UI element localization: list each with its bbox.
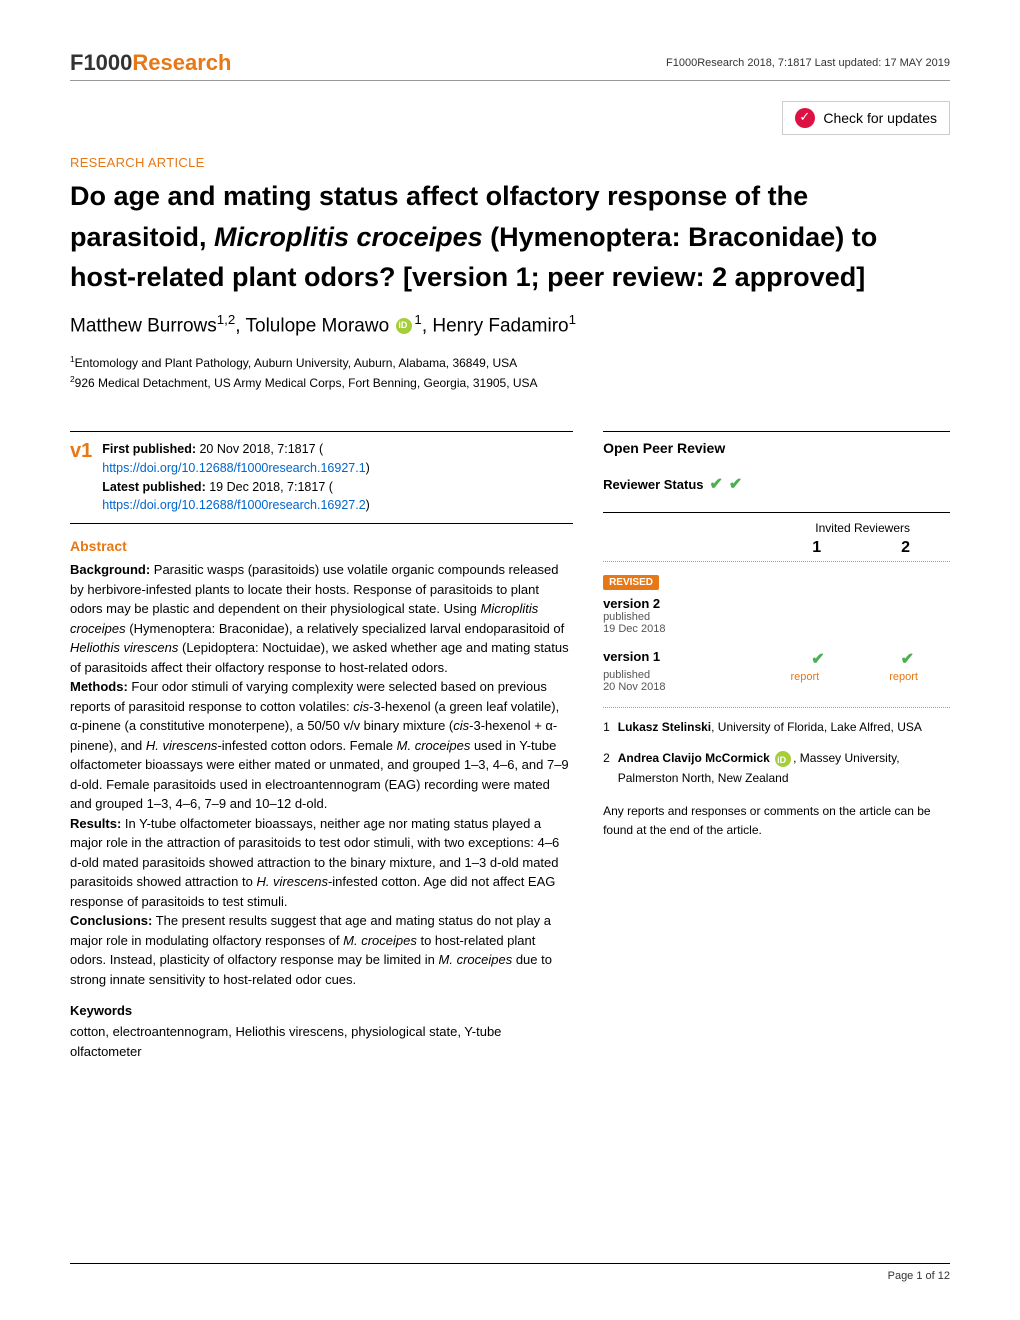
check-updates-label: Check for updates — [823, 110, 937, 126]
reviewer-item: 2 Andrea Clavijo McCormick , Massey Univ… — [603, 749, 950, 787]
bg2: (Hymenoptera: Braconidae), a relatively … — [126, 621, 565, 636]
rev2-num: 2 — [603, 749, 610, 787]
v1-label[interactable]: version 1 — [603, 649, 660, 664]
check-icon: ✔ — [901, 649, 914, 669]
header: F1000Research F1000Research 2018, 7:1817… — [70, 50, 950, 81]
co-it2: M. croceipes — [439, 952, 513, 967]
opr-footer: Any reports and responses or comments on… — [603, 802, 950, 840]
footer-rule — [70, 1263, 950, 1264]
latest-pub-label: Latest published: — [102, 480, 205, 494]
aff1: Entomology and Plant Pathology, Auburn U… — [75, 356, 518, 370]
affiliations: 1Entomology and Plant Pathology, Auburn … — [70, 353, 950, 393]
logo-left: F1000 — [70, 50, 132, 75]
author-1-sup: 1,2 — [217, 312, 236, 327]
dotted-divider — [603, 561, 950, 562]
check-icon: ✔ — [710, 474, 723, 494]
reviewer-item: 1 Lukasz Stelinski, University of Florid… — [603, 718, 950, 737]
bg-label: Background: — [70, 562, 150, 577]
close1: ) — [366, 461, 370, 475]
check-icon: ✔ — [729, 474, 742, 494]
page-number: Page 1 of 12 — [888, 1270, 950, 1282]
orcid-icon[interactable] — [775, 751, 791, 767]
title-suffix: [version 1; peer review: 2 approved] — [403, 262, 865, 292]
reviewer-list: 1 Lukasz Stelinski, University of Florid… — [603, 718, 950, 788]
hr-bottom-left — [70, 523, 573, 524]
hr-top-right — [603, 431, 950, 432]
author-2-sup: 1 — [414, 312, 421, 327]
check-updates-row: Check for updates — [70, 101, 950, 135]
rev1-num: 1 — [603, 718, 610, 737]
right-column: Open Peer Review Reviewer Status ✔ ✔ Inv… — [603, 423, 950, 1061]
orcid-icon[interactable] — [396, 318, 412, 334]
authors: Matthew Burrows1,2, Tolulope Morawo 1, H… — [70, 312, 950, 337]
version-2-block: REVISED version 2 published 19 Dec 2018 — [603, 572, 950, 635]
rev1-aff: , University of Florida, Lake Alfred, US… — [711, 720, 922, 734]
author-2: Tolulope Morawo — [246, 315, 390, 336]
article-title: Do age and mating status affect olfactor… — [70, 176, 950, 298]
v2-date: 19 Dec 2018 — [603, 623, 950, 635]
invited-label: Invited Reviewers — [603, 521, 950, 535]
re-label: Results: — [70, 816, 121, 831]
check-updates-icon — [795, 108, 815, 128]
report-link-2[interactable]: report — [889, 671, 918, 683]
re-it1: H. virescens — [256, 874, 328, 889]
co-label: Conclusions: — [70, 913, 152, 928]
co-it1: M. croceipes — [343, 933, 417, 948]
pub-info: First published: 20 Nov 2018, 7:1817 ( ht… — [102, 440, 370, 515]
abstract-heading: Abstract — [70, 538, 573, 554]
first-doi-link[interactable]: https://doi.org/10.12688/f1000research.1… — [102, 461, 365, 475]
author-1: Matthew Burrows — [70, 315, 217, 336]
article-type: RESEARCH ARTICLE — [70, 155, 950, 170]
citation-line: F1000Research 2018, 7:1817 Last updated:… — [666, 57, 950, 69]
report-link-1[interactable]: report — [791, 671, 820, 683]
me-it4: M. croceipes — [397, 738, 471, 753]
reviewer-status: Reviewer Status ✔ ✔ — [603, 474, 950, 494]
rev1-name: Lukasz Stelinski — [618, 720, 711, 734]
version-1-block: version 1 ✔ ✔ published 20 Nov 2018 repo… — [603, 649, 950, 693]
me4: -infested cotton odors. Female — [217, 738, 396, 753]
check-updates-button[interactable]: Check for updates — [782, 101, 950, 135]
bg-it2: Heliothis virescens — [70, 640, 178, 655]
check-icon: ✔ — [811, 649, 824, 669]
reviewer-status-label: Reviewer Status — [603, 477, 703, 492]
author-3: Henry Fadamiro — [432, 315, 568, 336]
keywords-heading: Keywords — [70, 1003, 573, 1018]
abstract-body: Background: Parasitic wasps (parasitoids… — [70, 560, 573, 989]
left-column: v1 First published: 20 Nov 2018, 7:1817 … — [70, 423, 573, 1061]
v1-badge: v1 — [70, 440, 92, 463]
rev-col2: 2 — [901, 539, 910, 557]
reviewer-num-row: 1 2 — [603, 539, 950, 557]
me-it1: cis — [353, 699, 369, 714]
logo: F1000Research — [70, 50, 231, 76]
author-3-sup: 1 — [569, 312, 576, 327]
aff2: 926 Medical Detachment, US Army Medical … — [75, 376, 538, 390]
hr-status — [603, 512, 950, 513]
latest-doi-link[interactable]: https://doi.org/10.12688/f1000research.1… — [102, 498, 365, 512]
first-pub: 20 Nov 2018, 7:1817 ( — [196, 442, 323, 456]
dotted-divider — [603, 707, 950, 708]
version-header: v1 First published: 20 Nov 2018, 7:1817 … — [70, 440, 573, 515]
revised-badge: REVISED — [603, 575, 659, 590]
v2-label[interactable]: version 2 — [603, 596, 950, 611]
v1-date: 20 Nov 2018 — [603, 681, 665, 693]
me-label: Methods: — [70, 679, 128, 694]
opr-heading: Open Peer Review — [603, 440, 950, 456]
title-italic: Microplitis croceipes — [214, 222, 483, 252]
logo-right: Research — [132, 50, 231, 75]
rev-col1: 1 — [812, 539, 821, 557]
v2-published: published — [603, 611, 950, 623]
keywords-body: cotton, electroantennogram, Heliothis vi… — [70, 1022, 573, 1061]
latest-pub: 19 Dec 2018, 7:1817 ( — [206, 480, 333, 494]
first-pub-label: First published: — [102, 442, 196, 456]
me-it2: cis — [453, 718, 469, 733]
v1-published: published — [603, 669, 665, 681]
me-it3: H. virescens — [146, 738, 218, 753]
rev2-name: Andrea Clavijo McCormick — [618, 751, 770, 765]
hr-top-left — [70, 431, 573, 432]
close2: ) — [366, 498, 370, 512]
